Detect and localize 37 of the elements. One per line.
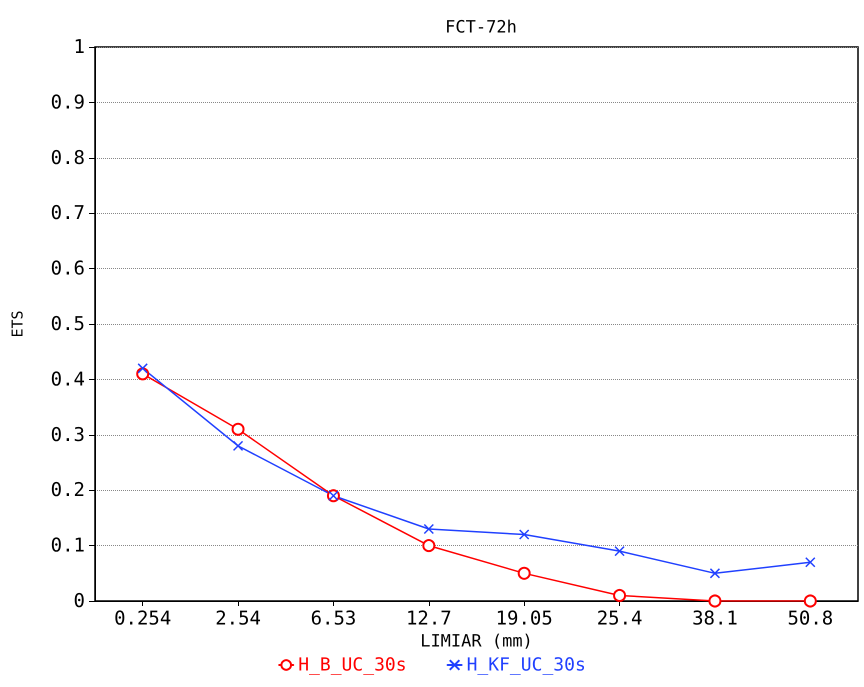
y-tick-label: 0.6 <box>50 258 85 280</box>
x-tick-label: 25.4 <box>596 608 642 630</box>
y-tick-label: 0.5 <box>50 313 85 335</box>
point <box>424 524 434 534</box>
point <box>232 422 245 436</box>
chart-title: FCT-72h <box>445 18 517 38</box>
point <box>708 594 722 608</box>
x-tick-label: 6.53 <box>310 608 356 630</box>
point <box>422 539 436 552</box>
y-tick-label: 0.8 <box>50 146 85 169</box>
legend-label: H_KF_UC_30s <box>466 654 586 676</box>
x-tick-label: 2.54 <box>215 608 261 630</box>
point <box>613 588 626 602</box>
point <box>805 556 816 568</box>
point <box>804 594 817 608</box>
point <box>137 363 148 374</box>
y-tick-label: 0.3 <box>50 424 85 446</box>
point <box>232 440 244 452</box>
y-tick-label: 0.7 <box>50 202 85 224</box>
point <box>614 546 625 556</box>
x-axis-title: LIMIAR (mm) <box>420 631 533 652</box>
point <box>518 566 531 580</box>
legend-label: H_B_UC_30s <box>298 654 407 676</box>
x-tick-label: 0.254 <box>114 608 172 630</box>
y-tick-label: 0.1 <box>50 534 85 557</box>
x-tick-label: 50.8 <box>787 608 834 630</box>
x-tick-label: 12.7 <box>406 608 452 630</box>
y-tick-label: 0.9 <box>50 91 85 114</box>
y-axis-title: ETS <box>8 310 26 338</box>
x-tick-label: 38.1 <box>692 608 738 630</box>
point <box>518 529 530 540</box>
y-tick-label: 0 <box>74 590 85 612</box>
x-tick-label: 19.05 <box>496 608 553 630</box>
y-tick-label: 0.4 <box>50 368 85 390</box>
y-tick-label: 0.2 <box>50 479 85 502</box>
y-tick-label: 1 <box>74 36 85 58</box>
point <box>710 568 720 579</box>
